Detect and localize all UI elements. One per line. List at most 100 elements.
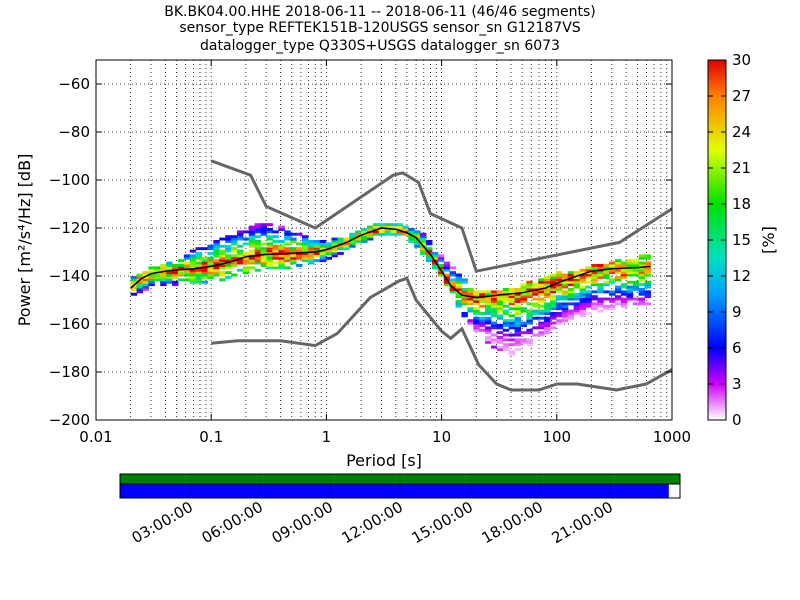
psd-cell [260, 249, 268, 253]
psd-cell [266, 242, 273, 246]
psd-cell [154, 273, 161, 277]
psd-cell [496, 336, 504, 339]
psd-cell [319, 254, 327, 258]
psd-cell [260, 247, 268, 251]
psd-cell [195, 278, 203, 282]
psd-cell [526, 285, 533, 289]
psd-cell [307, 240, 315, 243]
psd-cell [638, 276, 646, 279]
psd-cell [443, 261, 451, 265]
psd-cell [485, 338, 492, 342]
psd-cell [520, 321, 527, 325]
psd-cell [272, 240, 279, 243]
psd-cell [455, 295, 462, 299]
psd-cell [136, 283, 143, 287]
psd-cell [313, 240, 321, 243]
psd-cell [290, 232, 297, 236]
psd-cell [396, 228, 403, 231]
psd-cell [260, 254, 268, 258]
psd-cell [225, 247, 232, 251]
psd-cell [544, 304, 551, 308]
psd-cell [266, 261, 273, 265]
psd-cell [544, 295, 551, 299]
psd-cell [384, 223, 392, 227]
psd-cell [290, 259, 297, 263]
psd-cell [172, 283, 179, 287]
psd-cell [555, 314, 563, 318]
psd-cell [609, 292, 616, 296]
psd-cell [160, 268, 167, 272]
psd-cell [538, 285, 545, 289]
psd-cell [366, 225, 374, 229]
psd-cell [248, 242, 256, 246]
psd-cell [544, 292, 551, 296]
psd-cell [290, 249, 297, 253]
psd-cell [561, 283, 569, 287]
psd-cell [284, 266, 291, 270]
psd-cell [231, 249, 238, 253]
psd-cell [485, 300, 492, 303]
psd-cell [130, 288, 138, 291]
psd-cell [266, 256, 273, 260]
psd-cell [254, 247, 262, 251]
psd-cell [242, 268, 250, 272]
psd-cell [496, 331, 504, 335]
psd-cell [242, 230, 250, 234]
psd-cell [166, 261, 173, 265]
psd-cell [183, 256, 191, 260]
psd-cell [620, 276, 628, 279]
psd-cell [485, 328, 492, 332]
psd-cell [361, 228, 368, 231]
chart-title-line-1: BK.BK04.00.HHE 2018-06-11 -- 2018-06-11 … [164, 4, 596, 20]
psd-cell [573, 283, 581, 287]
psd-cell [254, 242, 262, 246]
psd-cell [301, 235, 309, 239]
colorbar-ticks: 0 3 6 9 12 15 18 21 24 27 30 [708, 51, 751, 429]
psd-cell [479, 324, 486, 327]
psd-cell [254, 268, 262, 272]
y-tick-label: −200 [49, 411, 90, 429]
psd-cell [272, 244, 279, 248]
psd-cell [361, 237, 368, 241]
psd-cell [331, 249, 338, 253]
psd-cell [597, 266, 604, 270]
psd-cell [325, 244, 332, 248]
psd-cell [632, 302, 640, 306]
psd-cell [526, 343, 533, 347]
y-tick-label: −180 [49, 363, 90, 381]
psd-cell [248, 244, 256, 248]
time-tick-label: 09:00:00 [269, 498, 336, 547]
psd-cell [307, 256, 315, 260]
psd-cell [183, 254, 191, 258]
psd-cell [266, 266, 273, 270]
psd-cell [567, 271, 575, 275]
x-tick-label: 10 [432, 428, 451, 446]
psd-cell [431, 266, 439, 270]
psd-cell [490, 307, 498, 311]
psd-cell [231, 273, 238, 277]
psd-cell [242, 266, 250, 270]
psd-cell [130, 276, 138, 279]
psd-cell [502, 343, 510, 347]
psd-cell [172, 266, 179, 270]
psd-cell [207, 273, 214, 277]
psd-cell [579, 276, 586, 279]
psd-cell [296, 264, 303, 267]
psd-cell [638, 271, 646, 275]
psd-cell [644, 292, 651, 296]
psd-cell [644, 271, 651, 275]
psd-cell [538, 326, 545, 330]
psd-cell [213, 266, 220, 270]
data-coverage-bar [120, 474, 680, 484]
psd-cell [615, 271, 622, 275]
psd-cell [514, 309, 522, 313]
psd-cell [479, 290, 486, 294]
psd-cell [473, 295, 480, 299]
psd-cell [532, 312, 539, 315]
psd-cell [550, 304, 557, 308]
psd-cell [538, 280, 545, 284]
psd-cell [485, 302, 492, 306]
psd-cell [254, 244, 262, 248]
psd-cell [496, 338, 504, 342]
psd-cell [591, 266, 598, 270]
